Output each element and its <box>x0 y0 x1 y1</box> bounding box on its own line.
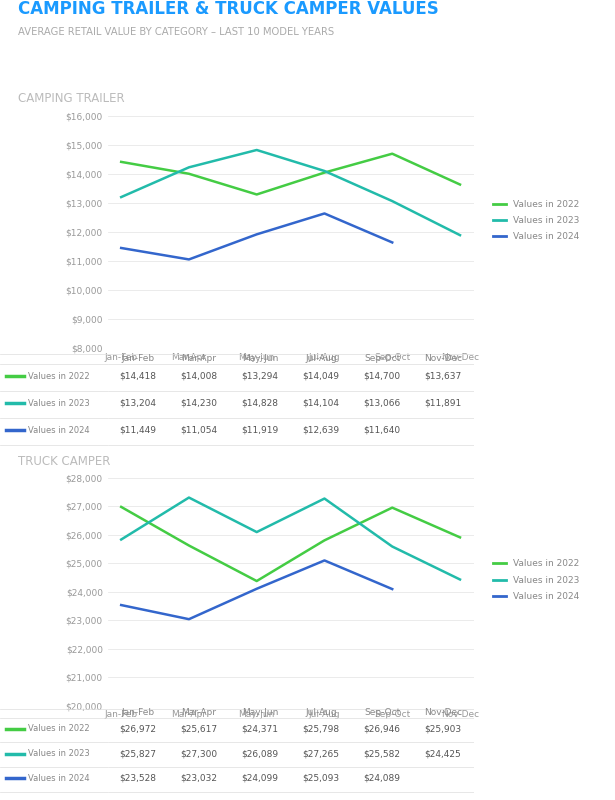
Text: $24,089: $24,089 <box>363 774 400 782</box>
Text: $14,008: $14,008 <box>181 372 218 381</box>
Text: $27,265: $27,265 <box>303 749 339 758</box>
Text: May-Jun: May-Jun <box>242 354 278 362</box>
Text: $13,066: $13,066 <box>363 398 401 408</box>
Text: AVERAGE RETAIL VALUE BY CATEGORY – LAST 10 MODEL YEARS: AVERAGE RETAIL VALUE BY CATEGORY – LAST … <box>18 27 335 38</box>
Text: $26,946: $26,946 <box>363 725 400 734</box>
Text: $11,449: $11,449 <box>120 426 157 434</box>
Text: $14,104: $14,104 <box>303 398 339 408</box>
Text: Mar-Apr: Mar-Apr <box>181 708 216 717</box>
Text: Jul-Aug: Jul-Aug <box>305 708 337 717</box>
Text: $25,617: $25,617 <box>181 725 218 734</box>
Legend: Values in 2022, Values in 2023, Values in 2024: Values in 2022, Values in 2023, Values i… <box>489 556 584 605</box>
Text: May-Jun: May-Jun <box>242 708 278 717</box>
Text: $26,972: $26,972 <box>120 725 157 734</box>
Text: $27,300: $27,300 <box>181 749 218 758</box>
Text: CAMPING TRAILER: CAMPING TRAILER <box>18 92 125 105</box>
Text: $23,528: $23,528 <box>120 774 157 782</box>
Text: Sep-Oct: Sep-Oct <box>364 708 400 717</box>
Text: Nov-Dec: Nov-Dec <box>424 354 462 362</box>
Text: $13,294: $13,294 <box>242 372 279 381</box>
Text: Jan-Feb: Jan-Feb <box>122 354 155 362</box>
Text: $11,054: $11,054 <box>181 426 218 434</box>
Text: CAMPING TRAILER & TRUCK CAMPER VALUES: CAMPING TRAILER & TRUCK CAMPER VALUES <box>18 0 439 18</box>
Legend: Values in 2022, Values in 2023, Values in 2024: Values in 2022, Values in 2023, Values i… <box>489 196 584 245</box>
Text: Jul-Aug: Jul-Aug <box>305 354 337 362</box>
Text: Values in 2022: Values in 2022 <box>28 372 90 381</box>
Text: $24,371: $24,371 <box>242 725 279 734</box>
Text: $24,425: $24,425 <box>425 749 461 758</box>
Text: $25,582: $25,582 <box>363 749 400 758</box>
Text: Values in 2024: Values in 2024 <box>28 426 90 434</box>
Text: $13,204: $13,204 <box>120 398 157 408</box>
Text: $12,639: $12,639 <box>303 426 339 434</box>
Text: TRUCK CAMPER: TRUCK CAMPER <box>18 455 111 468</box>
Text: Values in 2022: Values in 2022 <box>28 725 90 734</box>
Text: $11,640: $11,640 <box>363 426 400 434</box>
Text: $14,230: $14,230 <box>181 398 218 408</box>
Text: Nov-Dec: Nov-Dec <box>424 708 462 717</box>
Text: $11,891: $11,891 <box>424 398 462 408</box>
Text: $24,099: $24,099 <box>242 774 279 782</box>
Text: Values in 2024: Values in 2024 <box>28 774 90 782</box>
Text: Values in 2023: Values in 2023 <box>28 398 90 408</box>
Text: $25,903: $25,903 <box>424 725 462 734</box>
Text: $23,032: $23,032 <box>181 774 218 782</box>
Text: Values in 2023: Values in 2023 <box>28 749 90 758</box>
Text: $25,798: $25,798 <box>303 725 339 734</box>
Text: Sep-Oct: Sep-Oct <box>364 354 400 362</box>
Text: Jan-Feb: Jan-Feb <box>122 708 155 717</box>
Text: $26,089: $26,089 <box>242 749 279 758</box>
Text: $14,418: $14,418 <box>120 372 157 381</box>
Text: $11,919: $11,919 <box>242 426 279 434</box>
Text: $25,827: $25,827 <box>120 749 157 758</box>
Text: $13,637: $13,637 <box>424 372 462 381</box>
Text: $25,093: $25,093 <box>303 774 339 782</box>
Text: $14,700: $14,700 <box>363 372 400 381</box>
Text: Mar-Apr: Mar-Apr <box>181 354 216 362</box>
Text: $14,828: $14,828 <box>242 398 279 408</box>
Text: $14,049: $14,049 <box>303 372 339 381</box>
